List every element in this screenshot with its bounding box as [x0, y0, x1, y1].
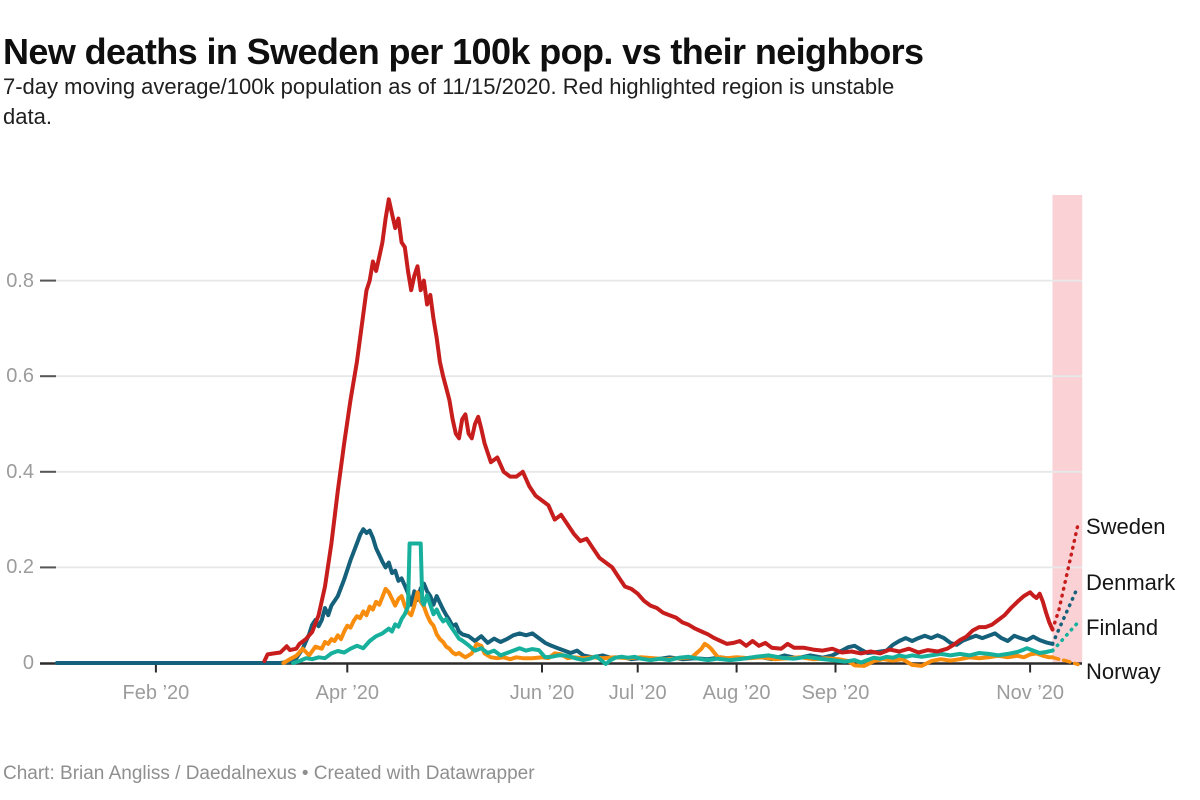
y-axis-tick-label: 0.4	[6, 460, 34, 483]
series-line-norway	[281, 586, 1055, 668]
y-axis-tick-label: 0	[22, 652, 34, 674]
series-label-finland: Finland	[1086, 615, 1159, 641]
chart-subtitle-line2: data.	[3, 104, 52, 129]
chart-subtitle: 7-day moving average/100k population as …	[3, 72, 894, 132]
series-line-denmark	[55, 527, 1055, 665]
y-axis-tick-label: 0.8	[6, 269, 34, 292]
x-axis-tick-label: Apr ’20	[315, 682, 380, 704]
x-axis-tick-label: Jun ’20	[509, 682, 575, 704]
unstable-region-band	[1052, 195, 1083, 663]
y-axis-tick-label: 0.2	[6, 556, 34, 579]
series-line-sweden	[262, 197, 1055, 664]
chart-title: New deaths in Sweden per 100k pop. vs th…	[3, 31, 924, 73]
series-label-sweden: Sweden	[1086, 514, 1166, 540]
x-axis-tick-label: Aug ’20	[702, 682, 771, 704]
series-line-finland-unstable	[1050, 620, 1080, 653]
chart-footer: Chart: Brian Angliss / Daedalnexus • Cre…	[3, 763, 535, 784]
series-label-norway: Norway	[1086, 659, 1161, 685]
series-label-denmark: Denmark	[1086, 570, 1176, 596]
series-line-finland	[291, 541, 1055, 666]
chart-subtitle-line1: 7-day moving average/100k population as …	[3, 74, 895, 99]
series-line-norway-unstable	[1050, 655, 1080, 667]
y-axis-tick-label: 0.6	[6, 365, 34, 388]
x-axis-tick-label: Nov ’20	[996, 682, 1065, 704]
series-line-sweden-unstable	[1050, 522, 1080, 632]
x-axis-tick-label: Sep ’20	[801, 682, 870, 704]
x-axis-tick-label: Jul ’20	[608, 682, 667, 704]
x-axis-tick-label: Feb ’20	[122, 682, 190, 704]
